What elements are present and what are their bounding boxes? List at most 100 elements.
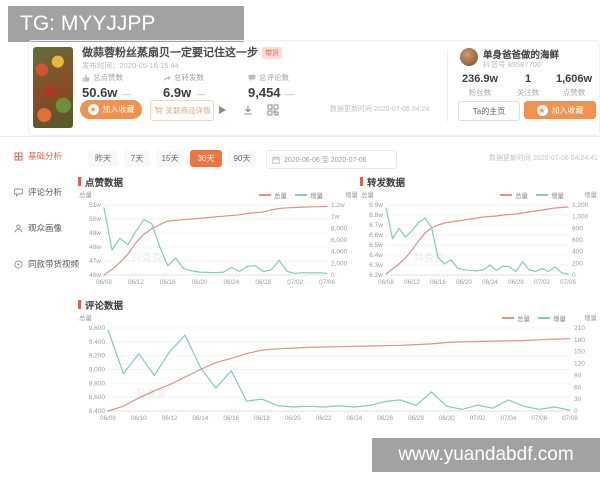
svg-text:06/12: 06/12 [128,279,144,286]
account-homepage-button[interactable]: Ta的主页 [458,101,520,121]
svg-text:8,600: 8,600 [89,394,106,401]
account-stat-likes: 1,606w 点赞数 [550,73,598,98]
likes-chart-title: 点赞数据 [78,175,359,189]
svg-text:4,000: 4,000 [331,249,348,256]
watermark-top-banner: TG: MYYJJPP [8,6,244,42]
svg-text:2,000: 2,000 [331,260,348,267]
svg-text:06/16: 06/16 [160,279,176,286]
star-icon: ★ [87,104,99,115]
svg-text:200: 200 [572,260,583,267]
svg-text:06/26: 06/26 [377,415,393,422]
svg-text:06/22: 06/22 [316,415,332,422]
account-add-favorite-label: 加入收藏 [551,105,584,115]
stat-label: 粉丝数 [468,88,492,97]
svg-text:06/20: 06/20 [285,415,301,422]
account-add-favorite-button[interactable]: ★ 加入收藏 [524,101,596,119]
tab-15-days[interactable]: 15天 [156,150,184,167]
svg-text:6.3w: 6.3w [369,262,383,269]
svg-text:07/02: 07/02 [470,415,486,422]
video-tag-badge: 带货 [262,47,282,59]
stat-total-shares: 总转发数 6.9w — [163,72,205,100]
svg-text:49w: 49w [89,230,101,237]
stat-value: 50.6w [82,85,118,100]
svg-text:800: 800 [572,225,583,232]
svg-text:增量: 增量 [553,314,567,323]
svg-text:8,400: 8,400 [89,408,106,415]
sidebar-item-label: 评论分析 [28,187,63,197]
tab-7-days[interactable]: 7天 [124,150,150,167]
svg-text:6.5w: 6.5w [369,242,383,249]
stat-value: 1 [524,73,532,85]
svg-text:07/08: 07/08 [562,415,578,422]
watermark-bottom-banner: www.yuandabdf.com [372,438,600,472]
circle-dot-icon [14,259,23,269]
sidebar-item-comment-analysis[interactable]: 评论分析 [14,186,84,198]
svg-text:06/24: 06/24 [482,279,498,286]
title-bar-marker [78,300,81,309]
svg-text:600: 600 [572,237,583,244]
star-icon: ★ [536,104,548,116]
svg-text:90: 90 [574,372,582,379]
svg-text:6.2w: 6.2w [369,272,383,279]
tab-yesterday[interactable]: 昨天 [88,150,118,167]
stat-value: 236.9w [461,73,499,85]
account-avatar[interactable] [460,48,478,66]
play-icon[interactable] [216,103,228,121]
sidebar-item-audience-profile[interactable]: 观众画像 [14,222,84,234]
tab-90-days[interactable]: 90天 [228,150,256,167]
svg-text:增量: 增量 [584,313,598,322]
date-range-picker[interactable]: 2020-06-06 至 2020-07-06 [266,150,397,169]
svg-text:增量: 增量 [345,190,359,199]
svg-text:07/02: 07/02 [534,279,550,286]
video-title: 做蒜蓉粉丝蒸扇贝一定要记住这一步 带货 [82,44,282,60]
download-icon[interactable] [242,103,254,121]
sidebar-item-same-goods-videos[interactable]: 同款带货视频 [14,258,84,270]
svg-text:48w: 48w [89,244,101,251]
stat-value: 9,454 [248,85,281,100]
svg-text:06/20: 06/20 [456,279,472,286]
svg-text:抖查查: 抖查查 [414,251,444,264]
sidebar-item-basic-analysis[interactable]: 基础分析 [14,150,84,162]
video-title-text: 做蒜蓉粉丝蒸扇贝一定要记住这一步 [82,47,258,59]
add-favorite-button[interactable]: ★ 加入收藏 [80,100,142,119]
sidebar-item-label: 基础分析 [28,151,63,161]
account-stat-following: 1 关注数 [506,73,550,98]
svg-text:增量: 增量 [584,190,598,199]
tab-30-days[interactable]: 30天 [190,150,222,167]
grid-icon [14,152,23,160]
stat-label: 总评论数 [259,73,289,82]
svg-text:07/06: 07/06 [319,279,335,286]
svg-text:50w: 50w [89,216,101,223]
svg-text:06/28: 06/28 [408,415,424,422]
title-bar-marker [78,177,81,186]
person-icon [14,223,23,232]
svg-text:9,200: 9,200 [89,353,106,360]
svg-text:51w: 51w [89,202,101,209]
thumbs-up-icon [82,74,90,82]
svg-text:06/28: 06/28 [255,279,271,286]
svg-text:总量: 总量 [79,190,93,199]
svg-text:400: 400 [572,249,583,256]
related-goods-label: 关联商品详情 [165,106,211,115]
svg-text:6.4w: 6.4w [369,252,383,259]
svg-text:8,800: 8,800 [89,380,106,387]
stat-value: 6.9w [163,85,192,100]
video-data-updated-time: 数据更新时间 2020-07-06 04:24 [330,106,430,113]
svg-text:抖查查: 抖查查 [132,251,162,264]
comment-icon [14,188,23,197]
video-thumbnail[interactable] [33,47,73,128]
svg-text:总量: 总量 [79,313,93,322]
svg-text:增量: 增量 [551,191,565,200]
svg-text:120: 120 [574,361,585,368]
stat-label: 总转发数 [174,73,204,82]
svg-text:06/28: 06/28 [508,279,524,286]
svg-text:06/24: 06/24 [224,279,240,286]
svg-text:07/06: 07/06 [560,279,576,286]
svg-text:46w: 46w [89,272,101,279]
related-goods-button[interactable]: 关联商品详情 [150,100,214,121]
qr-code-icon[interactable] [267,103,279,121]
sidebar-item-label: 观众画像 [28,223,63,233]
svg-text:150: 150 [574,349,585,356]
svg-text:总量: 总量 [274,191,288,200]
svg-text:07/04: 07/04 [501,415,517,422]
